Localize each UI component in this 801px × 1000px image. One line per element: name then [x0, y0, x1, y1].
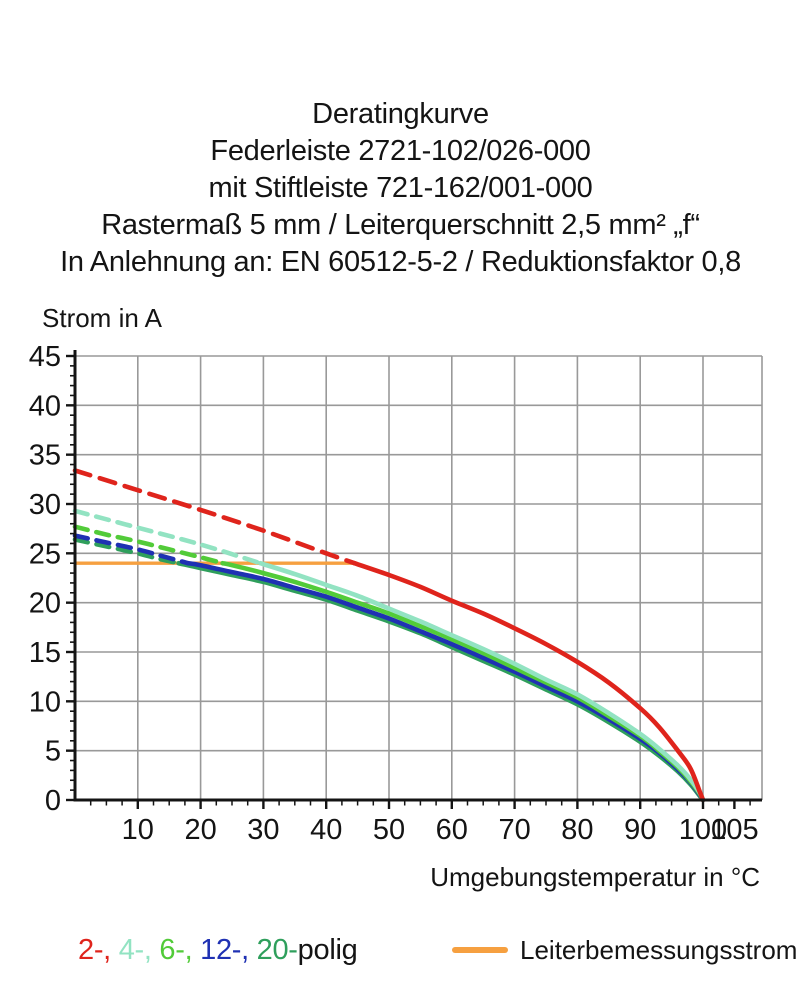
x-tick-label: 10 [122, 814, 154, 840]
curve-4-polig-dashed [72, 508, 263, 566]
poles-legend: 2-, 4-, 6-, 12-, 20-polig [78, 930, 358, 970]
legend-pole-6: 6-, [159, 934, 201, 966]
curve-12-polig-dashed [72, 533, 191, 566]
x-tick-label: 80 [561, 814, 593, 840]
x-tick-label: 100 [679, 814, 727, 840]
y-tick-label: 10 [29, 686, 61, 718]
legend-pole-12: 12-, [200, 934, 257, 966]
legend-row: 2-, 4-, 6-, 12-, 20-polig Leiterbemessun… [0, 930, 801, 976]
legend-pole-2: 2-, [78, 934, 119, 966]
rated-current-label: Leiterbemessungsstrom [520, 935, 798, 965]
x-tick-label: 20 [184, 814, 216, 840]
y-tick-label: 40 [29, 390, 61, 422]
curve-20-polig-dashed [72, 537, 181, 566]
y-tick-label: 0 [45, 785, 61, 817]
x-tick-label: 70 [498, 814, 530, 840]
curve-6-polig-solid [220, 560, 706, 803]
x-axis-title: Umgebungstemperatur in °C [430, 862, 760, 892]
y-tick-label: 30 [29, 489, 61, 521]
curve-20-polig-solid [176, 560, 706, 803]
x-tick-label: 90 [624, 814, 656, 840]
y-axis-title: Strom in A [42, 303, 162, 333]
title-line-3: mit Stiftleiste 721-162/001-000 [208, 172, 593, 204]
legend-polig-suffix: polig [297, 934, 358, 966]
title-line-4: Rastermaß 5 mm / Leiterquerschnitt 2,5 m… [101, 209, 700, 241]
y-tick-label: 35 [29, 440, 61, 472]
y-tick-label: 20 [29, 588, 61, 620]
rated-current-legend: Leiterbemessungsstrom [452, 930, 797, 970]
x-tick-label: 40 [310, 814, 342, 840]
x-tick-label: 50 [373, 814, 405, 840]
curve-4-polig-solid [258, 560, 706, 803]
x-tick-label: 60 [436, 814, 468, 840]
x-tick-label: 30 [247, 814, 279, 840]
curve-2-polig-dashed [72, 468, 357, 566]
title-line-2: Federleiste 2721-102/026-000 [210, 135, 591, 167]
legend-pole-4: 4-, [118, 934, 160, 966]
y-tick-label: 45 [29, 341, 61, 373]
curve-6-polig-dashed [72, 524, 225, 566]
title-line-1: Deratingkurve [312, 98, 489, 130]
y-tick-label: 25 [29, 538, 61, 570]
rated-current-line-swatch [452, 947, 508, 953]
legend-pole-20: 20- [256, 934, 298, 966]
derating-chart: 0 5 10 15 20 25 30 35 40 45 10 20 30 40 50 60 70 80 90 1001… [29, 341, 763, 840]
title-line-5: In Anlehnung an: EN 60512-5-2 / Reduktio… [60, 246, 741, 278]
y-tick-label: 15 [29, 637, 61, 669]
y-tick-label: 5 [45, 736, 61, 768]
chart-title-block: Deratingkurve Federleiste 2721-102/026-0… [0, 96, 801, 281]
x-tick-label: 105 [710, 814, 758, 840]
curve-2-polig-solid [352, 560, 706, 803]
